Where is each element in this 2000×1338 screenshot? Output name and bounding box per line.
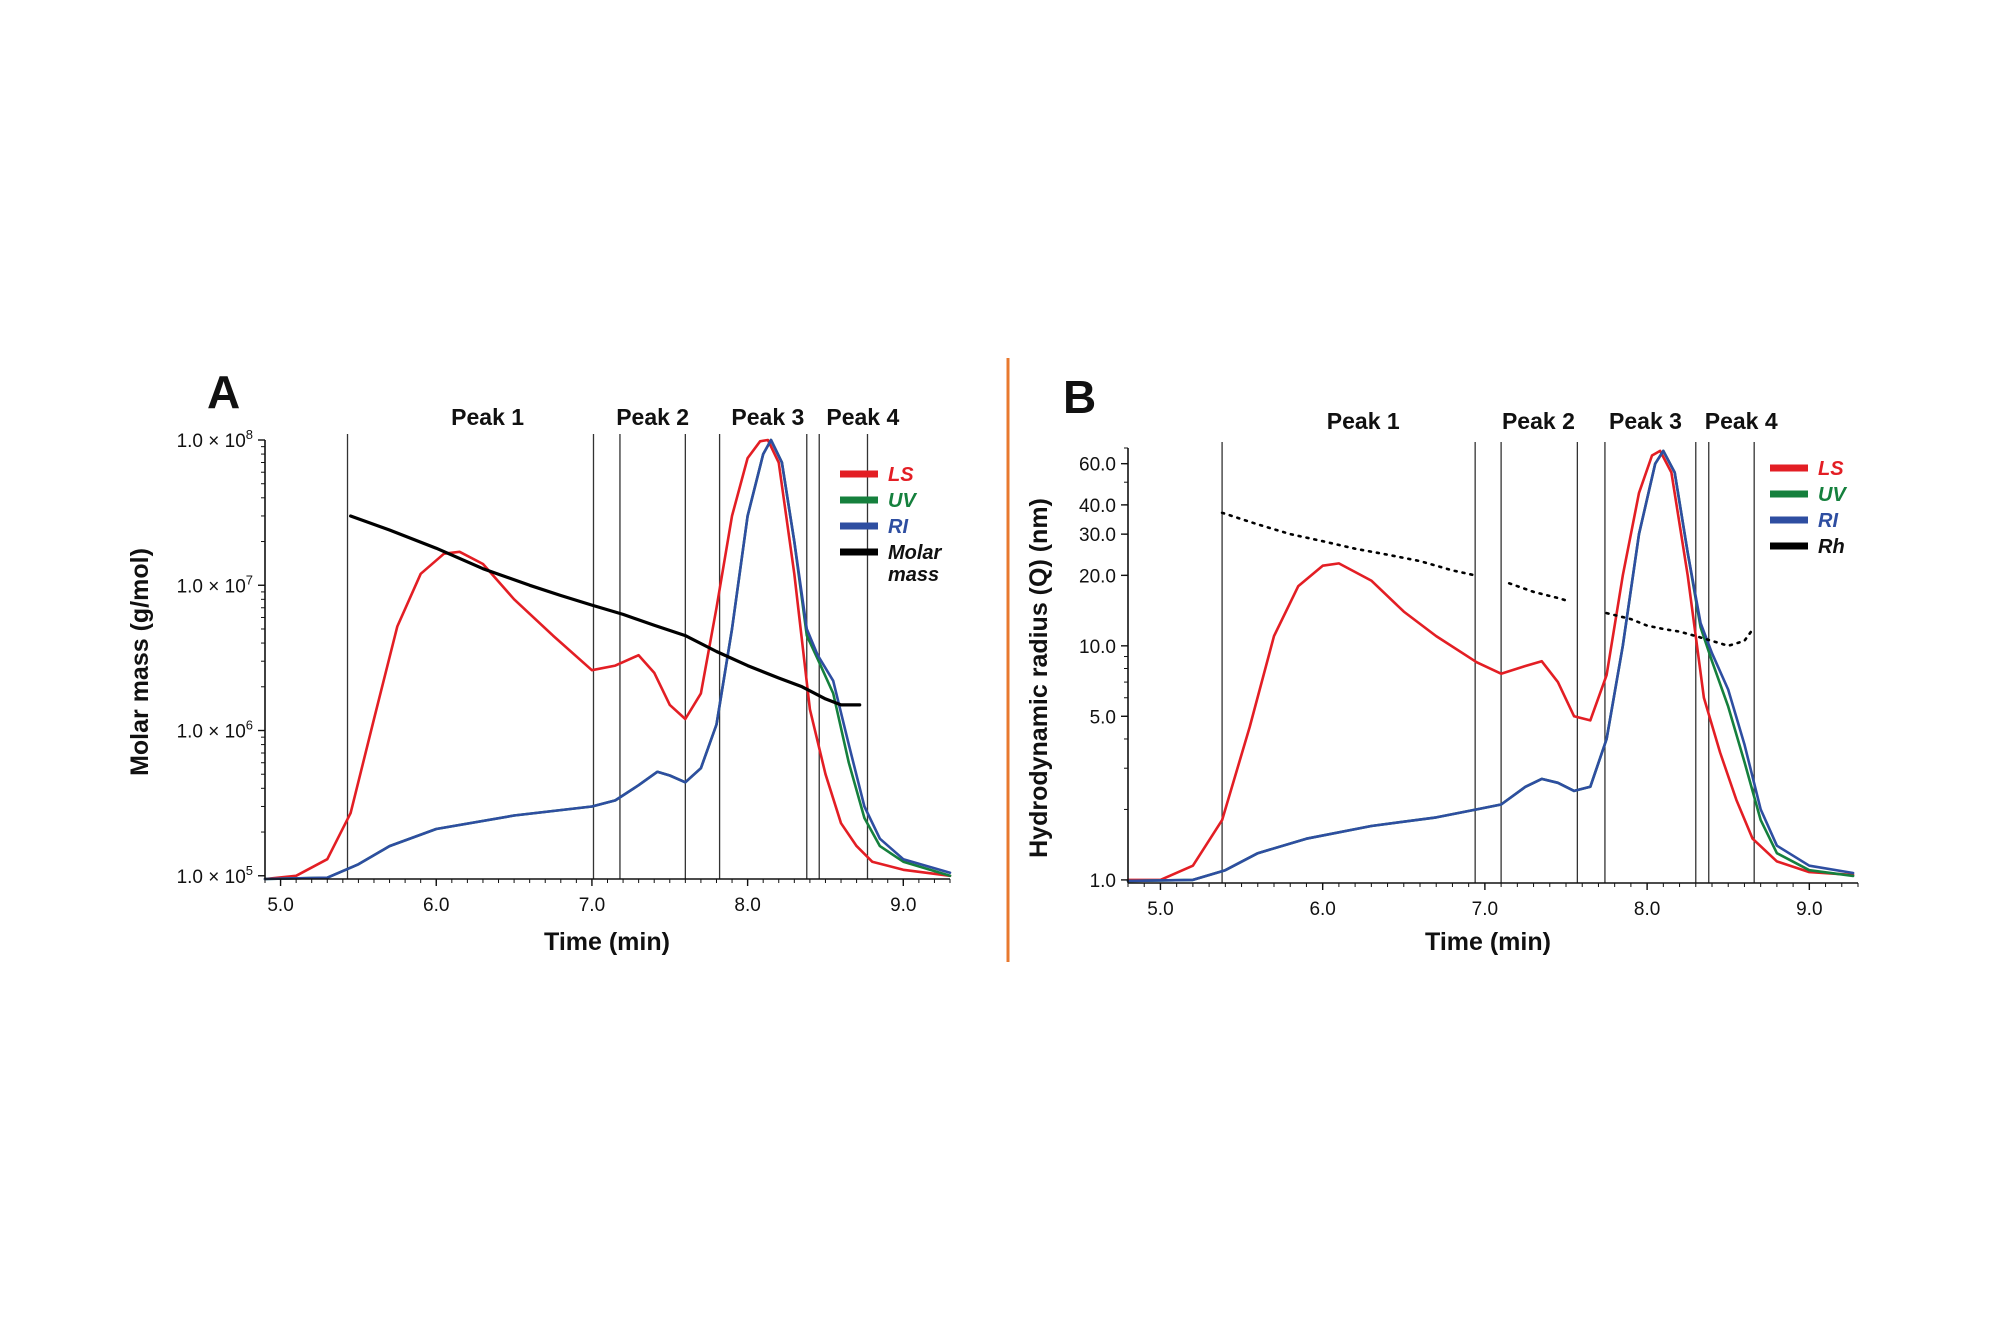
panel-b-y-tick-label: 10.0 (1079, 637, 1116, 658)
panel-b-legend-label: RI (1818, 510, 1838, 532)
panel-a-y-tick-label: 1.0 × 105 (177, 863, 253, 888)
panel-b-legend: LS UV RI Rh (1770, 458, 1847, 558)
panel-b-x-tick-label: 7.0 (1472, 899, 1498, 920)
panel-a-legend-label: UV (888, 490, 917, 512)
panel-a-peak-label: Peak 3 (731, 404, 804, 430)
panel-a-x-tick-label: 8.0 (734, 895, 760, 916)
panel-b-legend-label: UV (1818, 484, 1847, 506)
panel-a-legend-label: Molar (888, 542, 943, 564)
panel-b-y-tick-label: 5.0 (1090, 707, 1116, 728)
panel-a-x-tick-label: 7.0 (579, 895, 605, 916)
panel-a-y-tick-label: 1.0 × 106 (177, 718, 253, 743)
panel-b-y-axis-title: Hydrodynamic radius (Q) (nm) (1025, 498, 1053, 858)
panel-a-x-tick-label: 9.0 (890, 895, 916, 916)
panel-a-series-ri (263, 438, 952, 881)
panel-a-series-molar-mass (349, 514, 862, 707)
panel-b-x-tick-label: 8.0 (1634, 899, 1660, 920)
panel-b-y-tick-label: 1.0 (1090, 871, 1116, 892)
panel-a-x-tick-label: 6.0 (423, 895, 449, 916)
panel-a-y-tick-label: 1.0 × 108 (177, 427, 253, 452)
panel-b-legend-label: LS (1818, 458, 1844, 480)
panel-b-series-rh (1220, 511, 1756, 648)
panel-a-peak-labels: Peak 1 Peak 2 Peak 3 Peak 4 (451, 404, 899, 430)
panel-b-y-tick-label: 30.0 (1079, 525, 1116, 546)
panel-a-series-uv (263, 438, 952, 881)
panel-a-y-axis-title: Molar mass (g/mol) (126, 548, 154, 776)
panel-b-x-axis-title: Time (min) (1425, 928, 1551, 956)
panel-b-series-ls (1126, 449, 1855, 882)
panel-b-y-tick-label: 40.0 (1079, 496, 1116, 517)
panel-a-legend-label: mass (888, 564, 939, 586)
panel-a-series-ls (263, 438, 952, 881)
panel-letter-b: B (1063, 371, 1096, 423)
panel-a-y-tick-label: 1.0 × 107 (177, 572, 253, 597)
panel-b-peak-label: Peak 2 (1502, 408, 1575, 434)
panel-a-x-axis-title: Time (min) (544, 928, 670, 956)
panel-b-peak-label: Peak 3 (1609, 408, 1682, 434)
panel-a-series (263, 438, 952, 881)
panel-a: A 5.0 6.0 7.0 8.0 9.0 1.0 × 105 1.0 × 106 1.0 ×… (126, 366, 952, 956)
panel-b-x-tick-label: 5.0 (1147, 899, 1173, 920)
panel-a-legend-label: RI (888, 516, 908, 538)
panel-b-y-tick-label: 60.0 (1079, 455, 1116, 476)
panel-a-x-tick-label: 5.0 (267, 895, 293, 916)
panel-b-boundaries (1221, 442, 1755, 883)
panel-b-legend-label: Rh (1818, 536, 1845, 558)
panel-b-x-tick-label: 9.0 (1796, 899, 1822, 920)
panel-a-legend-label: LS (888, 464, 914, 486)
panel-b-series (1126, 449, 1855, 883)
panel-b-series-ri (1126, 449, 1855, 883)
panel-b-peak-labels: Peak 1 Peak 2 Peak 3 Peak 4 (1327, 408, 1778, 434)
panel-a-boundaries (346, 434, 869, 879)
panel-b-peak-label: Peak 1 (1327, 408, 1400, 434)
panel-b: B 5.0 6.0 7.0 8.0 9.0 1.0 5.0 10.0 20.0 30.0 40.0 6… (1025, 371, 1859, 956)
panel-letter-a: A (207, 366, 240, 418)
panel-a-peak-label: Peak 1 (451, 404, 524, 430)
panel-a-peak-label: Peak 2 (616, 404, 689, 430)
panel-a-peak-label: Peak 4 (826, 404, 899, 430)
panel-b-peak-label: Peak 4 (1705, 408, 1778, 434)
panel-a-axes: 5.0 6.0 7.0 8.0 9.0 1.0 × 105 1.0 × 106 1.0 × 1… (177, 427, 951, 916)
panel-b-axes: 5.0 6.0 7.0 8.0 9.0 1.0 5.0 10.0 20.0 30.0 40.0 60.… (1079, 447, 1859, 920)
panel-b-y-tick-label: 20.0 (1079, 566, 1116, 587)
panel-b-x-tick-label: 6.0 (1309, 899, 1335, 920)
